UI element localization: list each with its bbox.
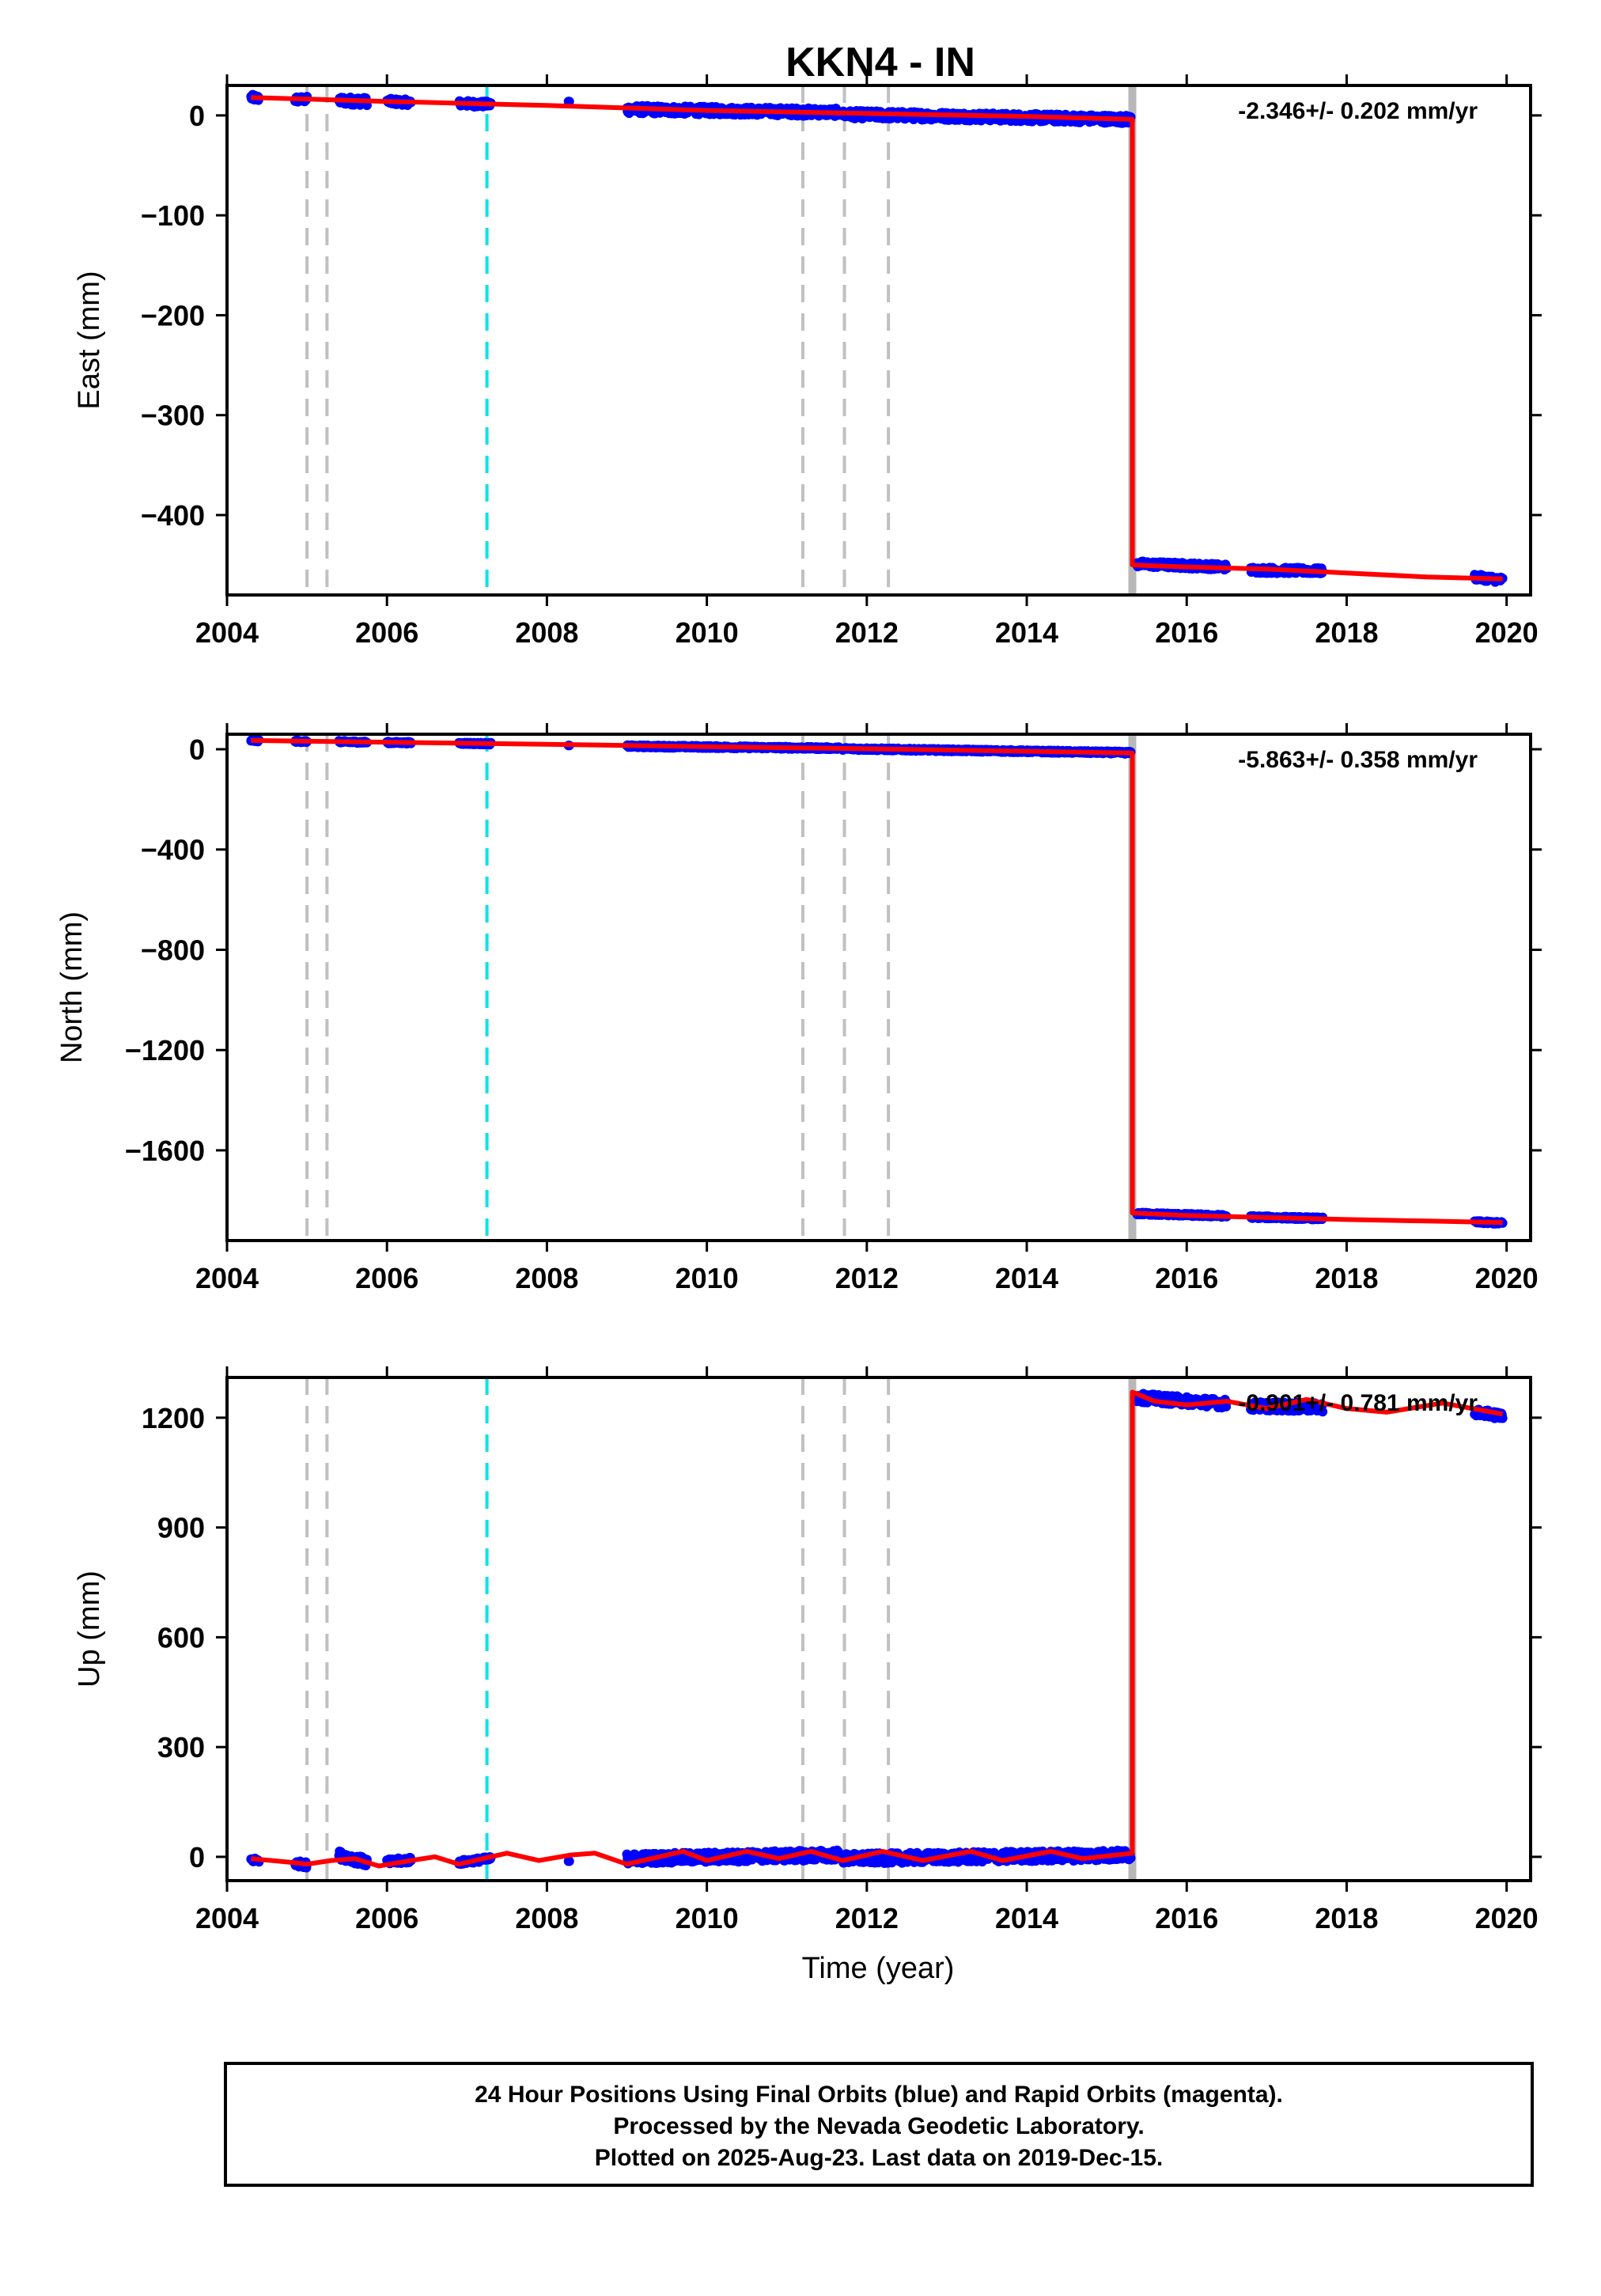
y-tick-label: −400 bbox=[141, 834, 205, 866]
y-tick-label: 600 bbox=[157, 1621, 205, 1654]
x-axis-label: Time (year) bbox=[802, 1952, 955, 1985]
x-tick-label: 2004 bbox=[195, 1262, 259, 1294]
y-tick-label: −200 bbox=[141, 299, 205, 332]
rate-label: -2.346+/- 0.202 mm/yr bbox=[1238, 98, 1478, 124]
footer-line-2: Processed by the Nevada Geodetic Laborat… bbox=[613, 2113, 1144, 2139]
y-axis-label: Up (mm) bbox=[73, 1570, 106, 1688]
footer-line-1: 24 Hour Positions Using Final Orbits (bl… bbox=[475, 2082, 1283, 2108]
x-tick-label: 2008 bbox=[515, 1902, 578, 1934]
x-tick-label: 2010 bbox=[676, 1262, 739, 1294]
y-tick-label: 300 bbox=[157, 1731, 205, 1764]
x-tick-label: 2012 bbox=[835, 1902, 899, 1934]
x-tick-label: 2018 bbox=[1315, 1902, 1378, 1934]
y-tick-label: −100 bbox=[141, 199, 205, 232]
panel-east: 2004 2006 2008 2010 2012 2014 2016 2018 2020 0 −10… bbox=[73, 74, 1542, 649]
x-tick-label: 2020 bbox=[1475, 616, 1539, 649]
model-line bbox=[251, 1389, 1504, 1869]
y-tick-label: −1600 bbox=[125, 1135, 205, 1167]
y-tick-label: 0 bbox=[189, 100, 205, 132]
x-tick-label: 2008 bbox=[515, 1262, 578, 1294]
plot-area bbox=[246, 1377, 1508, 1881]
x-tick-label: 2012 bbox=[835, 1262, 899, 1294]
y-tick-label: −400 bbox=[141, 499, 205, 532]
plot-area bbox=[246, 734, 1508, 1241]
data-point bbox=[1318, 1407, 1328, 1417]
x-tick-label: 2004 bbox=[195, 616, 259, 649]
x-tick-label: 2010 bbox=[676, 616, 739, 649]
footer-box: 24 Hour Positions Using Final Orbits (bl… bbox=[224, 2062, 1534, 2187]
plot-area bbox=[246, 85, 1508, 595]
x-tick-label: 2004 bbox=[195, 1902, 259, 1934]
x-tick-label: 2020 bbox=[1475, 1262, 1539, 1294]
model-line bbox=[251, 95, 1503, 582]
model-line bbox=[251, 737, 1503, 1226]
x-tick-label: 2010 bbox=[676, 1902, 739, 1934]
panels-group: 2004 2006 2008 2010 2012 2014 2016 2018 2020 0 −10… bbox=[55, 74, 1542, 1934]
y-tick-label: −800 bbox=[141, 934, 205, 966]
data-point bbox=[564, 1856, 574, 1866]
panel-frame bbox=[225, 733, 1532, 1242]
x-tick-label: 2008 bbox=[515, 616, 578, 649]
y-tick-label: 0 bbox=[189, 1841, 205, 1874]
x-tick-label: 2014 bbox=[995, 1262, 1058, 1294]
x-tick-label: 2014 bbox=[995, 616, 1058, 649]
y-tick-label: 0 bbox=[189, 733, 205, 766]
x-tick-label: 2012 bbox=[835, 616, 899, 649]
figure-title: KKN4 - IN bbox=[785, 40, 975, 85]
x-tick-label: 2006 bbox=[355, 1902, 418, 1934]
x-tick-label: 2006 bbox=[355, 1262, 418, 1294]
x-tick-label: 2018 bbox=[1315, 616, 1378, 649]
panel-up: 2004 2006 2008 2010 2012 2014 2016 2018 2020 0 300… bbox=[73, 1366, 1542, 1934]
x-tick-label: 2016 bbox=[1155, 616, 1218, 649]
y-tick-label: 1200 bbox=[142, 1402, 205, 1434]
x-tick-label: 2014 bbox=[995, 1902, 1058, 1934]
x-tick-label: 2020 bbox=[1475, 1902, 1539, 1934]
panel-frame bbox=[225, 84, 1532, 597]
rate-label: -0.901+/- 0.781 mm/yr bbox=[1238, 1390, 1478, 1416]
y-axis-label: North (mm) bbox=[55, 911, 89, 1063]
footer-line-3: Plotted on 2025-Aug-23. Last data on 201… bbox=[595, 2145, 1164, 2171]
y-tick-label: −1200 bbox=[125, 1034, 205, 1067]
footer-frame bbox=[224, 2062, 1534, 2187]
x-tick-label: 2018 bbox=[1315, 1262, 1378, 1294]
y-tick-label: 900 bbox=[157, 1512, 205, 1544]
y-tick-label: −300 bbox=[141, 400, 205, 432]
panel-frame bbox=[225, 1376, 1532, 1882]
y-axis-label: East (mm) bbox=[73, 271, 106, 409]
rate-label: -5.863+/- 0.358 mm/yr bbox=[1238, 747, 1478, 773]
panel-north: 2004 2006 2008 2010 2012 2014 2016 2018 2020 0 −40… bbox=[55, 723, 1542, 1294]
x-tick-label: 2006 bbox=[355, 616, 418, 649]
x-tick-label: 2016 bbox=[1155, 1902, 1218, 1934]
x-tick-label: 2016 bbox=[1155, 1262, 1218, 1294]
